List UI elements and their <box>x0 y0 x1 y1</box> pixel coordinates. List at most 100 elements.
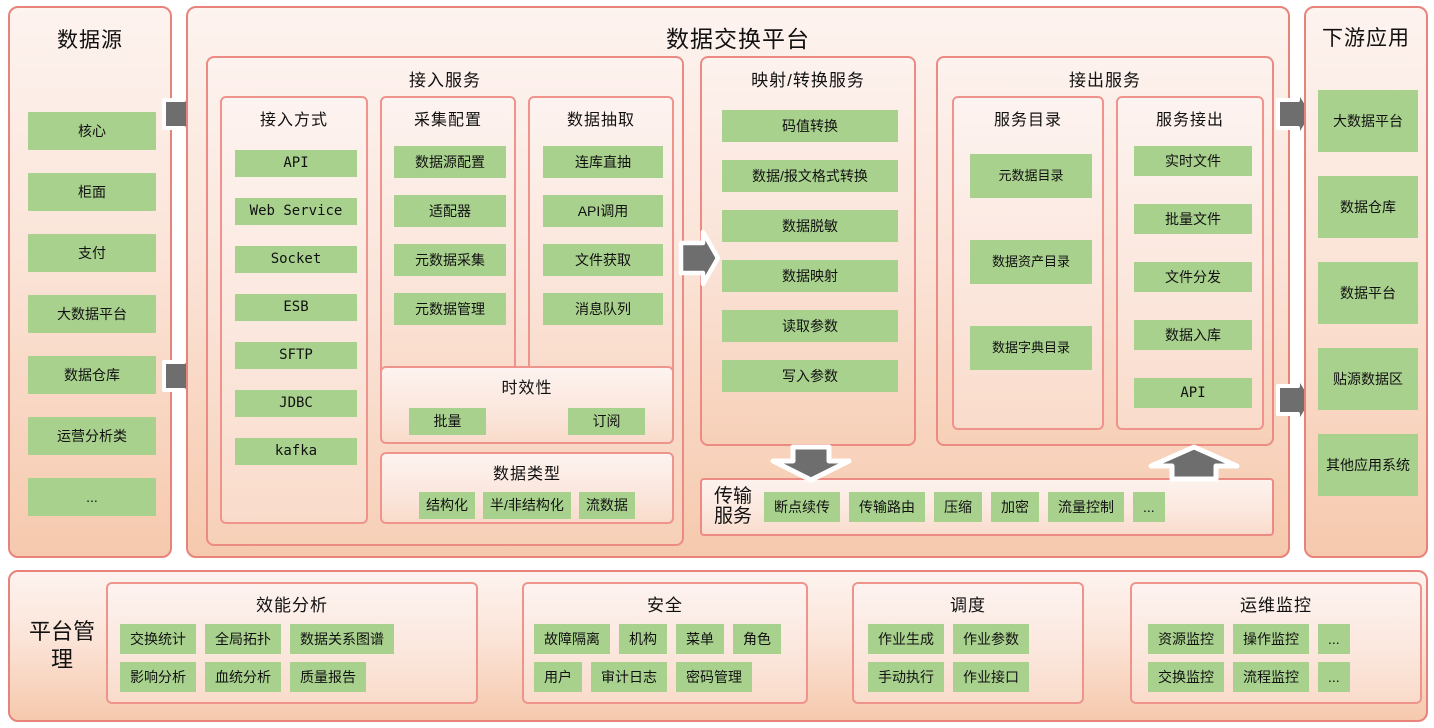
performance-row-1: 交换统计 全局拓扑 数据关系图谱 <box>120 624 464 654</box>
sched-item-job-interface[interactable]: 作业接口 <box>953 662 1029 692</box>
export-item-filedist[interactable]: 文件分发 <box>1134 262 1252 292</box>
security-item-audit-log[interactable]: 审计日志 <box>591 662 667 692</box>
access-service-title: 接入服务 <box>409 71 481 90</box>
data-source-item-warehouse[interactable]: 数据仓库 <box>28 356 156 394</box>
transmission-item-encrypt[interactable]: 加密 <box>991 492 1039 522</box>
data-source-item-core[interactable]: 核心 <box>28 112 156 150</box>
data-type-item-stream[interactable]: 流数据 <box>578 492 635 519</box>
output-service-panel: 接出服务 服务目录 元数据目录 数据资产目录 数据字典目录 服务接出 实时文件 … <box>936 56 1274 446</box>
collect-config-item-datasource[interactable]: 数据源配置 <box>394 146 506 178</box>
data-extract-item-apicall[interactable]: API调用 <box>543 195 663 227</box>
scheduling-row-2: 手动执行 作业接口 <box>868 662 1068 692</box>
mapping-item-datamapping[interactable]: 数据映射 <box>722 260 898 292</box>
data-source-item-counter[interactable]: 柜面 <box>28 173 156 211</box>
downstream-item-ods[interactable]: 贴源数据区 <box>1318 348 1418 410</box>
perf-item-exchange-stats[interactable]: 交换统计 <box>120 624 196 654</box>
mapping-item-formatconvert[interactable]: 数据/报文格式转换 <box>722 160 898 192</box>
transmission-item-more[interactable]: ... <box>1133 492 1165 522</box>
access-method-item-webservice[interactable]: Web Service <box>235 198 357 225</box>
data-source-item-operations[interactable]: 运营分析类 <box>28 417 156 455</box>
downstream-item-warehouse[interactable]: 数据仓库 <box>1318 176 1418 238</box>
transmission-item-route[interactable]: 传输路由 <box>849 492 925 522</box>
collect-config-title: 采集配置 <box>413 112 482 129</box>
collect-config-item-metacollect[interactable]: 元数据采集 <box>394 244 506 276</box>
ops-item-more-1[interactable]: ... <box>1318 624 1350 654</box>
mapping-item-codeconvert[interactable]: 码值转换 <box>722 110 898 142</box>
data-type-panel: 数据类型 结构化 半/非结构化 流数据 <box>380 452 674 524</box>
service-catalog-title: 服务目录 <box>993 112 1062 129</box>
perf-item-quality-report[interactable]: 质量报告 <box>290 662 366 692</box>
access-method-item-sftp[interactable]: SFTP <box>235 342 357 369</box>
downstream-item-platform[interactable]: 数据平台 <box>1318 262 1418 324</box>
transmission-item-compress[interactable]: 压缩 <box>934 492 982 522</box>
transmission-item-resume[interactable]: 断点续传 <box>764 492 840 522</box>
collect-config-item-adapter[interactable]: 适配器 <box>394 195 506 227</box>
down-arrow-icon-to-transmission <box>765 443 857 483</box>
security-item-user[interactable]: 用户 <box>534 662 582 692</box>
ops-item-exchange-monitor[interactable]: 交换监控 <box>1148 662 1224 692</box>
security-item-menu[interactable]: 菜单 <box>676 624 724 654</box>
sched-item-job-generation[interactable]: 作业生成 <box>868 624 944 654</box>
downstream-item-bigdata[interactable]: 大数据平台 <box>1318 90 1418 152</box>
export-item-batchfile[interactable]: 批量文件 <box>1134 204 1252 234</box>
downstream-apps-panel: 下游应用 大数据平台 数据仓库 数据平台 贴源数据区 其他应用系统 <box>1304 6 1428 558</box>
ops-row-1: 资源监控 操作监控 ... <box>1148 624 1404 654</box>
sched-item-manual-exec[interactable]: 手动执行 <box>868 662 944 692</box>
mapping-item-desensitize[interactable]: 数据脱敏 <box>722 210 898 242</box>
data-source-item-more[interactable]: ... <box>28 478 156 516</box>
ops-item-resource-monitor[interactable]: 资源监控 <box>1148 624 1224 654</box>
mapping-service-list: 码值转换 数据/报文格式转换 数据脱敏 数据映射 读取参数 写入参数 <box>722 110 898 410</box>
data-exchange-platform-panel: 数据交换平台 接入服务 接入方式 API Web Service Socket … <box>186 6 1290 558</box>
access-method-panel: 接入方式 API Web Service Socket ESB SFTP JDB… <box>220 96 368 524</box>
downstream-item-other[interactable]: 其他应用系统 <box>1318 434 1418 496</box>
transmission-item-flowctrl[interactable]: 流量控制 <box>1048 492 1124 522</box>
perf-item-global-topology[interactable]: 全局拓扑 <box>205 624 281 654</box>
right-arrow-icon-access-to-mapping <box>676 228 722 288</box>
scheduling-list: 作业生成 作业参数 手动执行 作业接口 <box>854 624 1082 700</box>
access-method-item-socket[interactable]: Socket <box>235 246 357 273</box>
export-item-api[interactable]: API <box>1134 378 1252 408</box>
data-sources-list: 核心 柜面 支付 大数据平台 数据仓库 运营分析类 ... <box>28 112 156 539</box>
data-extract-item-directdb[interactable]: 连库直抽 <box>543 146 663 178</box>
platform-management-panel: 平台管理 效能分析 交换统计 全局拓扑 数据关系图谱 影响分析 血统分析 质量报… <box>8 570 1428 722</box>
perf-item-data-relation-graph[interactable]: 数据关系图谱 <box>290 624 394 654</box>
security-item-role[interactable]: 角色 <box>733 624 781 654</box>
catalog-item-metadata[interactable]: 元数据目录 <box>970 154 1092 198</box>
mapping-item-readparam[interactable]: 读取参数 <box>722 310 898 342</box>
service-export-panel: 服务接出 实时文件 批量文件 文件分发 数据入库 API <box>1116 96 1264 430</box>
data-extract-item-mq[interactable]: 消息队列 <box>543 293 663 325</box>
timeliness-item-batch[interactable]: 批量 <box>409 408 486 435</box>
ops-item-process-monitor[interactable]: 流程监控 <box>1233 662 1309 692</box>
perf-item-lineage-analysis[interactable]: 血统分析 <box>205 662 281 692</box>
timeliness-item-subscribe[interactable]: 订阅 <box>568 408 645 435</box>
catalog-item-assets[interactable]: 数据资产目录 <box>970 240 1092 284</box>
access-method-item-esb[interactable]: ESB <box>235 294 357 321</box>
ops-item-more-2[interactable]: ... <box>1318 662 1350 692</box>
export-item-dbload[interactable]: 数据入库 <box>1134 320 1252 350</box>
export-item-realtimefile[interactable]: 实时文件 <box>1134 146 1252 176</box>
access-method-item-api[interactable]: API <box>235 150 357 177</box>
data-type-item-semistructured[interactable]: 半/非结构化 <box>483 492 571 519</box>
downstream-apps-title: 下游应用 <box>1322 27 1410 50</box>
data-source-item-bigdata[interactable]: 大数据平台 <box>28 295 156 333</box>
data-extract-list: 连库直抽 API调用 文件获取 消息队列 <box>543 146 663 342</box>
timeliness-panel: 时效性 批量 订阅 <box>380 366 674 444</box>
data-source-item-payment[interactable]: 支付 <box>28 234 156 272</box>
access-method-item-kafka[interactable]: kafka <box>235 438 357 465</box>
ops-item-operation-monitor[interactable]: 操作监控 <box>1233 624 1309 654</box>
security-row-1: 故障隔离 机构 菜单 角色 <box>534 624 796 654</box>
data-extract-item-filefetch[interactable]: 文件获取 <box>543 244 663 276</box>
perf-item-impact-analysis[interactable]: 影响分析 <box>120 662 196 692</box>
catalog-item-dictionary[interactable]: 数据字典目录 <box>970 326 1092 370</box>
access-method-item-jdbc[interactable]: JDBC <box>235 390 357 417</box>
service-catalog-list: 元数据目录 数据资产目录 数据字典目录 <box>970 154 1092 412</box>
data-type-item-structured[interactable]: 结构化 <box>419 492 476 519</box>
data-type-list: 结构化 半/非结构化 流数据 <box>382 492 672 519</box>
collect-config-item-metamanage[interactable]: 元数据管理 <box>394 293 506 325</box>
access-method-list: API Web Service Socket ESB SFTP JDBC kaf… <box>235 150 357 486</box>
security-item-organization[interactable]: 机构 <box>619 624 667 654</box>
mapping-item-writeparam[interactable]: 写入参数 <box>722 360 898 392</box>
security-item-password-mgmt[interactable]: 密码管理 <box>676 662 752 692</box>
sched-item-job-params[interactable]: 作业参数 <box>953 624 1029 654</box>
security-item-fault-isolation[interactable]: 故障隔离 <box>534 624 610 654</box>
